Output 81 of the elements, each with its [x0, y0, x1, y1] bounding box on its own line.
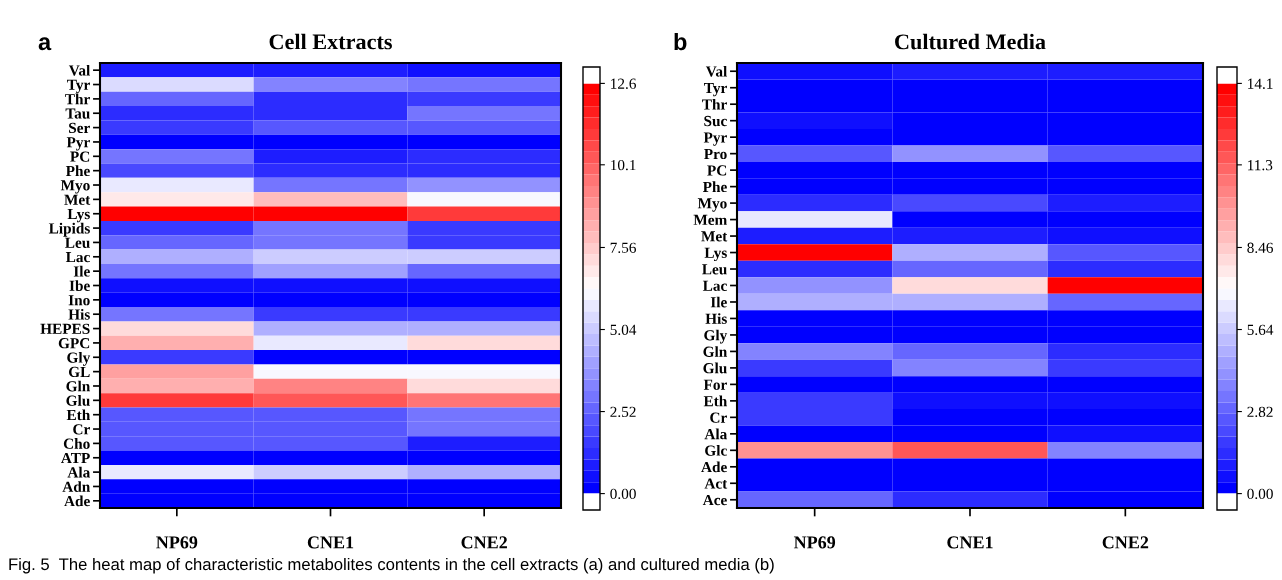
y-tick-label: Eth	[703, 395, 728, 407]
x-tick-label: NP69	[793, 536, 836, 549]
y-tick-label: Val	[705, 65, 728, 77]
y-tick-label: Suc	[704, 115, 727, 127]
color-bar-label: 8.46	[1247, 242, 1273, 253]
y-tick-label: Lipids	[48, 222, 90, 237]
color-bar-label: 5.64	[1247, 324, 1274, 336]
x-tick-label: NP69	[156, 536, 198, 549]
y-tick-label: Gly	[67, 351, 91, 366]
x-tick-label: CNE2	[461, 536, 507, 549]
y-tick-label: Ace	[702, 494, 727, 506]
y-tick-label: For	[703, 379, 727, 390]
color-bar-label: 14.1	[1248, 78, 1273, 89]
y-tick-label: Tyr	[704, 83, 727, 97]
x-tick-label: CNE2	[1102, 536, 1149, 549]
color-bar-label: 5.04	[610, 324, 637, 336]
y-tick-label: Leu	[65, 237, 90, 248]
y-tick-label: Cr	[73, 424, 90, 435]
y-tick-label: PC	[707, 165, 727, 176]
y-tick-label: Myo	[697, 198, 727, 212]
y-tick-label: Lys	[67, 209, 90, 223]
y-tick-label: Ala	[67, 466, 91, 478]
y-tick-label: Ade	[701, 461, 727, 473]
y-tick-label: Gln	[66, 380, 91, 392]
y-tick-label: Ser	[69, 122, 90, 134]
y-tick-label: Glu	[703, 362, 727, 374]
y-tick-label: Ibe	[69, 280, 90, 291]
x-tick-label: CNE1	[307, 536, 354, 549]
y-tick-label: Thr	[65, 93, 90, 105]
y-tick-label: Cho	[63, 438, 90, 449]
color-bar-label: 0.00	[610, 488, 636, 500]
y-tick-label: His	[68, 308, 90, 320]
color-bar-label: 11.3	[1248, 160, 1273, 171]
y-tick-label: Gly	[704, 329, 728, 344]
y-tick-label: Pyr	[703, 132, 727, 146]
color-bar-label: 0.00	[1247, 488, 1273, 500]
y-tick-label: Met	[64, 194, 91, 205]
y-tick-label: Tau	[65, 108, 90, 119]
y-tick-label: Val	[68, 64, 91, 76]
y-tick-label: Pro	[704, 148, 727, 160]
y-tick-label: Adn	[62, 481, 91, 492]
chart-title: Cultured Media	[895, 33, 1046, 50]
y-tick-label: Mem	[693, 214, 728, 226]
y-tick-label: Ala	[704, 428, 728, 440]
y-tick-label: PC	[70, 151, 90, 162]
y-tick-label: Phe	[702, 181, 727, 193]
y-tick-label: Ade	[64, 495, 90, 507]
y-tick-label: Lys	[704, 247, 727, 262]
y-tick-label: Tyr	[67, 79, 90, 94]
y-tick-label: Glu	[66, 395, 90, 406]
y-tick-label: GL	[68, 366, 90, 378]
y-tick-label: Ile	[73, 265, 90, 277]
y-tick-label: Lac	[65, 252, 90, 263]
y-tick-label: ATP	[61, 452, 90, 464]
y-tick-label: Act	[704, 478, 728, 489]
text: b	[674, 32, 687, 51]
color-bar-label: 12.6	[611, 78, 636, 89]
y-tick-label: Phe	[65, 165, 90, 177]
y-tick-label: Met	[701, 231, 728, 242]
color-bar-label: 10.1	[611, 159, 636, 171]
color-bar-label: 2.82	[1247, 406, 1273, 418]
chart-title: Cell Extracts	[269, 33, 392, 50]
y-tick-label: Lac	[702, 280, 727, 291]
y-tick-label: Ino	[68, 295, 90, 306]
y-tick-label: HEPES	[40, 323, 90, 335]
text: a	[38, 37, 52, 51]
y-tick-label: Ile	[710, 296, 727, 308]
y-tick-label: Cr	[710, 412, 727, 423]
y-tick-label: Myo	[60, 180, 90, 194]
y-tick-label: GPC	[58, 338, 90, 349]
y-tick-label: Leu	[702, 264, 727, 275]
y-tick-label: Pyr	[66, 137, 90, 151]
color-bar-label: 2.52	[610, 406, 636, 418]
y-tick-label: Glc	[705, 445, 727, 456]
y-tick-label: Gln	[703, 346, 728, 357]
y-tick-label: Eth	[66, 409, 91, 421]
y-tick-label: Thr	[702, 98, 727, 110]
caption: Fig. 5 The heat map of characteristic metabolites contents in the cell extracts (a) and cultured media (b)	[9, 557, 774, 574]
color-bar-label: 7.56	[610, 242, 636, 253]
x-tick-label: CNE1	[947, 536, 993, 549]
y-tick-label: His	[705, 313, 727, 324]
